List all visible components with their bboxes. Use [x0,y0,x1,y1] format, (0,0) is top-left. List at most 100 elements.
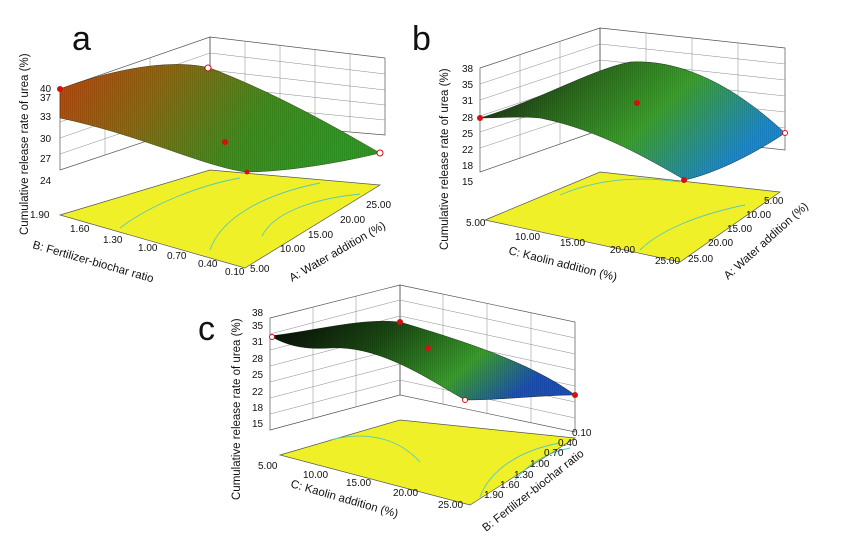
panel-b-surface-mesh [480,61,785,180]
panel-c: c 38 35 31 28 25 22 18 [198,284,592,534]
panel-b-z-ticks: 38 35 31 28 25 22 18 15 [462,64,474,188]
panel-a: a 40 37 [19,20,391,285]
y-tick-label: 1.30 [514,470,534,481]
panel-c-surface-mesh [270,321,575,400]
panel-c-y-ticks: 1.90 1.60 1.30 1.00 0.70 0.40 0.10 [484,428,592,501]
x-tick-label: 20.00 [340,215,365,226]
panel-b-design-point [634,100,640,106]
panel-b-design-point [681,177,687,183]
z-tick-label: 15 [252,419,264,430]
z-tick-label: 30 [40,134,52,145]
z-tick-label: 22 [462,145,474,156]
panel-a-design-point [222,139,228,145]
x-tick-label: 10.00 [280,244,305,255]
panel-c-z-axis-label: Cumulative release rate of urea (%) [231,318,243,500]
x-tick-label: 10.00 [515,232,540,243]
y-tick-label: 0.40 [558,438,578,449]
panel-c-z-ticks: 38 35 31 28 25 22 18 15 [252,308,264,430]
y-tick-label: 1.00 [138,243,158,254]
y-tick-label: 1.60 [500,480,520,491]
z-tick-label: 37 [40,93,52,104]
z-tick-label: 31 [462,96,474,107]
panel-a-z-ticks: 40 37 33 30 27 24 [40,84,52,187]
panel-a-design-point [376,149,384,157]
z-tick-label: 28 [252,354,264,365]
y-tick-label: 5.00 [764,196,784,207]
panel-a-y-axis-label: B: Fertilizer-biochar ratio [31,239,155,285]
panel-c-back-wall-left [269,284,401,431]
z-tick-label: 35 [252,321,264,332]
panel-c-design-point [269,334,275,340]
panel-b-x-axis-label: C: Kaolin addition (%) [507,245,618,284]
panel-c-design-point [462,397,468,403]
z-tick-label: 38 [252,308,264,319]
x-tick-label: 5.00 [250,264,270,275]
z-tick-label: 31 [252,337,264,348]
panel-c-x-axis-label: C: Kaolin addition (%) [289,478,399,520]
y-tick-label: 0.10 [572,428,592,439]
x-tick-label: 20.00 [393,488,418,499]
x-tick-label: 15.00 [308,230,333,241]
x-tick-label: 25.00 [655,256,680,267]
panel-letter-b: b [412,20,431,58]
panel-letter-c: c [198,310,215,348]
panel-c-design-point [425,345,431,351]
panel-a-design-point [204,64,212,72]
panel-b-design-point [477,115,483,121]
panel-b-x-ticks: 5.00 10.00 15.00 20.00 25.00 [466,218,680,267]
panel-c-design-point [397,319,403,325]
panel-b-design-point [782,130,788,136]
z-tick-label: 27 [40,154,52,165]
panel-a-design-point [57,86,63,92]
x-tick-label: 15.00 [346,478,371,489]
y-tick-label: 1.60 [70,224,90,235]
panel-c-x-ticks: 5.00 10.00 15.00 20.00 25.00 [258,461,463,511]
z-tick-label: 40 [40,84,52,95]
panel-c-floor [278,419,577,506]
y-tick-label: 0.40 [198,259,218,270]
x-tick-label: 10.00 [303,470,328,481]
y-tick-label: 20.00 [708,238,733,249]
x-tick-label: 5.00 [466,218,486,229]
y-tick-label: 0.70 [167,251,187,262]
x-tick-label: 5.00 [258,461,278,472]
z-tick-label: 15 [462,177,474,188]
panel-a-surface-mesh [60,64,380,172]
y-tick-label: 25.00 [688,254,713,265]
z-tick-label: 25 [462,129,474,140]
panel-a-y-ticks: 1.90 1.60 1.30 1.00 0.70 0.40 0.10 [30,210,245,278]
panel-letter-a: a [72,20,91,58]
z-tick-label: 18 [252,403,264,414]
x-tick-label: 25.00 [438,500,463,511]
panel-a-floor-contours [119,177,361,251]
panel-c-design-point [572,392,578,398]
panel-b-y-ticks: 25.00 20.00 15.00 10.00 5.00 [688,196,784,265]
panel-b-floor-contours [559,178,746,251]
y-tick-label: 1.90 [484,490,504,501]
y-tick-label: 15.00 [727,224,752,235]
z-tick-label: 24 [40,176,52,187]
z-tick-label: 33 [40,112,52,123]
panel-a-design-point [244,169,250,175]
z-tick-label: 35 [462,80,474,91]
panel-a-x-ticks: 5.00 10.00 15.00 20.00 25.00 [250,200,391,275]
panel-b-z-axis-label: Cumulative release rate of urea (%) [439,68,451,250]
z-tick-label: 28 [462,113,474,124]
panel-b: b 38 35 31 28 25 22 18 15 [412,20,811,284]
y-tick-label: 1.90 [30,210,50,221]
x-tick-label: 15.00 [560,238,585,249]
x-tick-label: 25.00 [366,200,391,211]
y-tick-label: 0.10 [225,267,245,278]
z-tick-label: 22 [252,387,264,398]
y-tick-label: 1.30 [103,235,123,246]
y-tick-label: 10.00 [746,210,771,221]
z-tick-label: 38 [462,64,474,75]
z-tick-label: 25 [252,370,264,381]
y-tick-label: 1.00 [530,459,550,470]
z-tick-label: 18 [462,161,474,172]
y-tick-label: 0.70 [544,448,564,459]
x-tick-label: 20.00 [610,245,635,256]
panel-c-floor-contours [329,435,571,498]
panel-a-floor [58,169,382,269]
